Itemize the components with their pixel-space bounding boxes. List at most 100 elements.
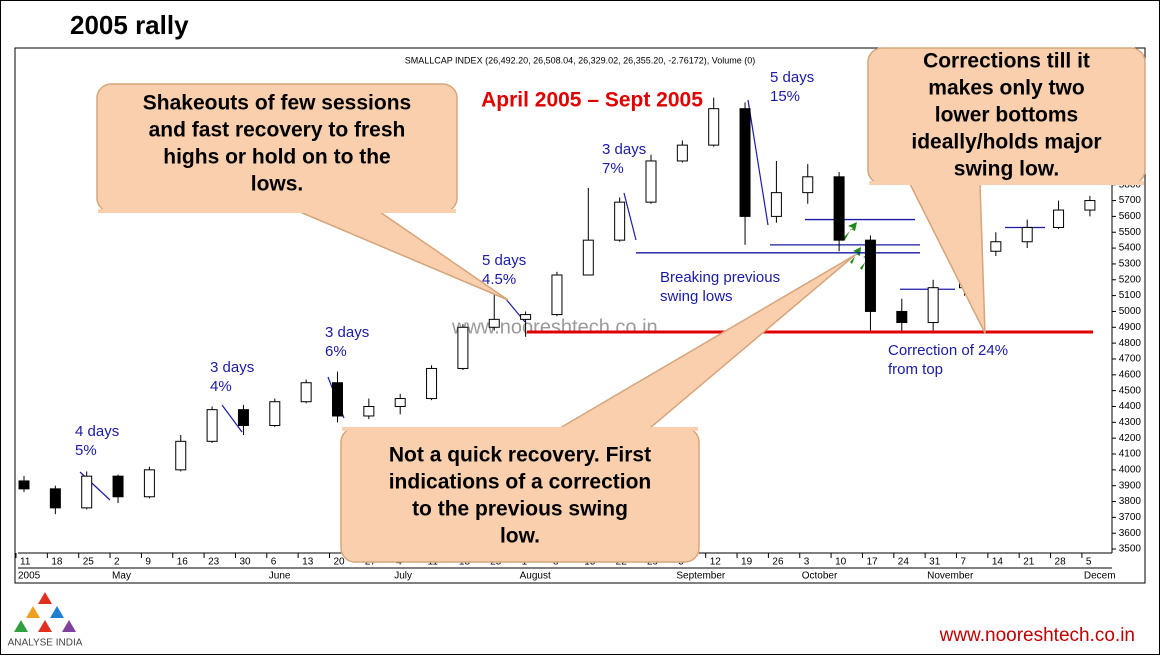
candle-body [896, 310, 908, 324]
candle-body [426, 367, 438, 400]
y-tick-label: 5100 [1119, 290, 1142, 301]
callout-text: Shakeouts of few sessions [143, 92, 411, 115]
y-tick-label: 5000 [1119, 306, 1142, 317]
candle-body [864, 239, 876, 312]
footer-url: www.nooreshtech.co.in [939, 625, 1135, 646]
candle-body [927, 287, 939, 324]
x-tick-label: 9 [145, 557, 151, 568]
x-tick-label: 18 [51, 557, 63, 568]
y-tick-label: 5400 [1119, 243, 1142, 254]
annotation: 3 days [325, 324, 369, 341]
candle-body [237, 409, 249, 426]
x-tick-label: 11 [20, 557, 31, 568]
candle-body [488, 318, 500, 328]
x-tick-label: 6 [271, 557, 277, 568]
candle-body [739, 108, 751, 217]
x-tick-label: 12 [710, 557, 722, 568]
callout-text: lows. [251, 173, 304, 196]
chart-title: SMALLCAP INDEX (26,492.20, 26,508.04, 26… [405, 55, 756, 65]
candle-body [18, 480, 30, 490]
callout-text: Corrections till it [923, 50, 1090, 73]
candle-body [645, 160, 657, 203]
y-tick-label: 5500 [1119, 227, 1142, 238]
logo [14, 592, 76, 632]
month-label: July [394, 571, 412, 582]
callout-text: lower bottoms [935, 104, 1079, 127]
y-tick-label: 5600 [1119, 211, 1142, 222]
candle-body [143, 469, 155, 498]
trend-lines [79, 99, 769, 501]
x-tick-label: 30 [239, 557, 251, 568]
candle-body [582, 239, 594, 276]
month-label: May [112, 571, 131, 582]
y-tick-label: 4700 [1119, 354, 1142, 365]
candle-body [457, 326, 469, 369]
month-label: August [520, 571, 551, 582]
x-tick-label: 7 [961, 557, 967, 568]
x-tick-label: 10 [835, 557, 847, 568]
callout-text: swing low. [954, 158, 1059, 181]
x-tick-label: 17 [866, 557, 878, 568]
y-tick-label: 4100 [1119, 449, 1142, 460]
candle-body [1053, 209, 1065, 228]
x-tick-label: 21 [1023, 557, 1035, 568]
y-tick-label: 3800 [1119, 496, 1142, 507]
x-tick-label: 5 [1086, 557, 1092, 568]
month-label: 2005 [18, 571, 41, 582]
annotation: 4 days [75, 423, 119, 440]
callout-text: highs or hold on to the [163, 146, 390, 169]
callout-text: makes only two [928, 77, 1084, 100]
y-tick-label: 4400 [1119, 401, 1142, 412]
callout-text: Not a quick recovery. First [389, 444, 651, 467]
candle-body [990, 241, 1002, 252]
candle-body [269, 401, 281, 426]
y-tick-label: 4200 [1119, 433, 1142, 444]
y-tick-label: 4800 [1119, 338, 1142, 349]
callout-seam [869, 181, 1144, 185]
candle-body [49, 488, 61, 509]
x-tick-label: 25 [83, 557, 95, 568]
candle-body [206, 409, 218, 442]
y-tick-label: 3900 [1119, 480, 1142, 491]
callout-text: ideally/holds major [911, 131, 1101, 154]
candle-body [1084, 200, 1096, 211]
x-tick-label: 26 [772, 557, 784, 568]
x-tick-label: 28 [1055, 557, 1067, 568]
logo-text: ANALYSE INDIA [8, 638, 83, 649]
slide-title: 2005 rally [70, 10, 189, 40]
month-label: September [676, 571, 726, 582]
x-tick-label: 19 [741, 557, 753, 568]
x-tick-label: 13 [302, 557, 314, 568]
watermark: www.nooreshtech.co.in [451, 316, 658, 338]
x-tick-label: 23 [208, 557, 220, 568]
candle-body [363, 405, 375, 417]
callout-text: indications of a correction [389, 471, 652, 494]
candle-body [833, 176, 845, 241]
annotation: 3 days [602, 141, 646, 158]
callout-text: and fast recovery to fresh [149, 119, 406, 142]
y-tick-label: 4500 [1119, 385, 1142, 396]
y-tick-label: 3700 [1119, 512, 1142, 523]
y-tick-label: 5700 [1119, 195, 1142, 206]
y-tick-label: 4900 [1119, 322, 1142, 333]
callout-text: to the previous swing [412, 498, 628, 521]
y-tick-label: 3500 [1119, 544, 1142, 555]
annotation: 5 days [482, 252, 526, 269]
annotation: 7% [602, 160, 624, 177]
candle-body [520, 314, 532, 320]
annotation: swing lows [660, 288, 733, 305]
candle-body [1021, 226, 1033, 243]
y-tick-label: 4000 [1119, 464, 1142, 475]
candle-body [802, 176, 814, 194]
annotation: from top [888, 361, 943, 378]
annotation: Correction of 24% [888, 342, 1008, 359]
annotation: 15% [770, 88, 800, 105]
candle-body [81, 475, 93, 509]
candle-body [112, 475, 124, 498]
y-tick-label: 5300 [1119, 259, 1142, 270]
chart-subtitle: April 2005 – Sept 2005 [481, 89, 703, 112]
candle-body [551, 274, 563, 316]
candle-body [708, 108, 720, 146]
candle-body [614, 201, 626, 241]
